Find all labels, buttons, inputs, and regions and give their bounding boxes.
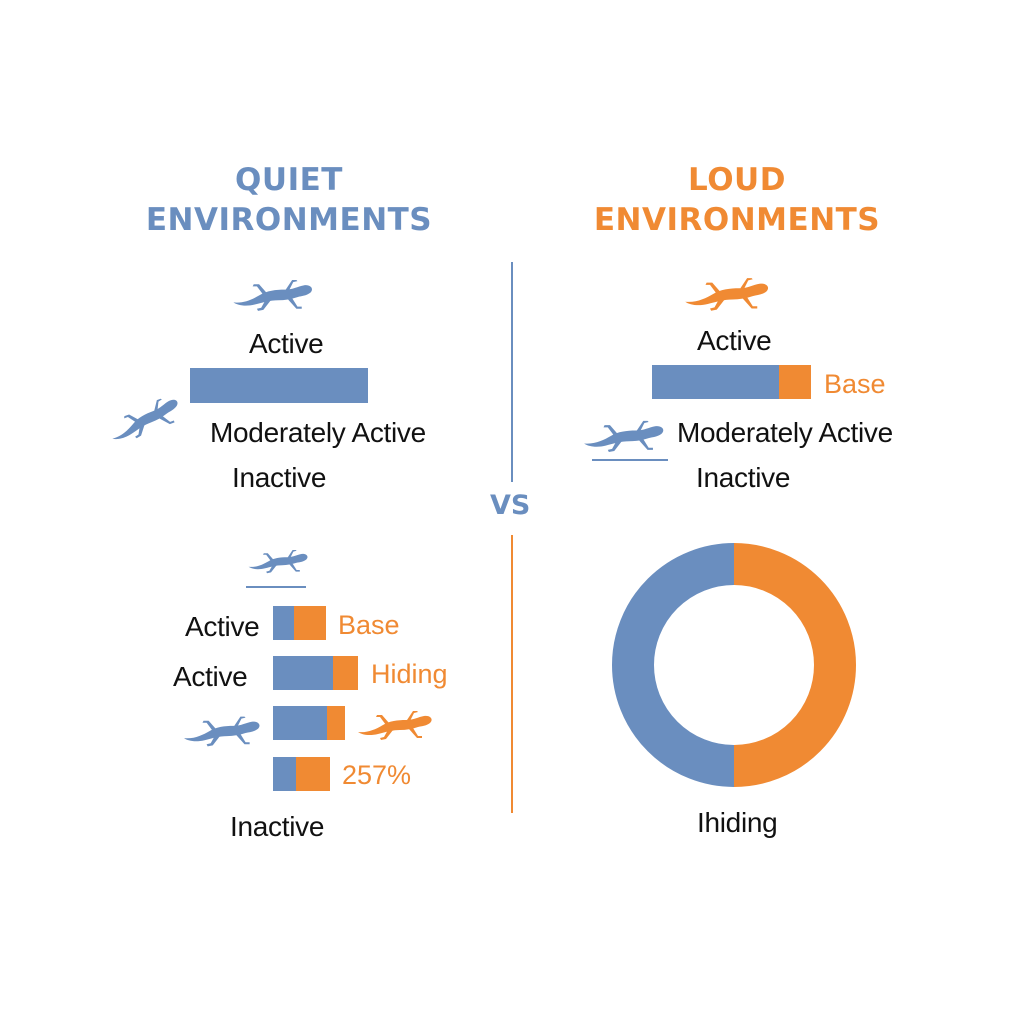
donut-slice [733, 543, 856, 787]
bar-segment [295, 757, 330, 791]
quiet-bar-3 [273, 706, 345, 740]
quiet-active-label-1: Active [185, 611, 260, 642]
quiet-top-bar [190, 368, 368, 403]
quiet-title: QUIET ENVIRONMENTS [139, 160, 439, 240]
quiet-bar-1-annotation: Base [338, 610, 400, 640]
quiet-bar-2-annotation: Hiding [371, 659, 448, 689]
bar-segment [652, 365, 780, 399]
divider-bottom [511, 535, 513, 813]
quiet-inactive-label-2: Inactive [230, 811, 325, 842]
bar-segment [779, 365, 811, 399]
gecko-icon [184, 716, 260, 747]
loud-title-line-1: LOUD [688, 162, 786, 198]
gecko-icon [358, 711, 432, 740]
bar-segment [327, 706, 345, 740]
gecko-icon [685, 278, 769, 311]
loud-inactive-label: Inactive [696, 462, 791, 493]
bar-segment [294, 606, 326, 640]
bar-segment [190, 368, 368, 403]
vs-label: VS [490, 490, 531, 521]
quiet-active-label-2: Active [173, 661, 248, 692]
donut-slice [612, 543, 735, 787]
loud-top-bar [652, 365, 811, 399]
gecko-icon [233, 280, 312, 311]
loud-moderately-active-label: Moderately Active [677, 417, 893, 448]
loud-donut-chart [612, 543, 856, 787]
gecko-icon [248, 550, 308, 574]
quiet-bar-1 [273, 606, 326, 640]
quiet-active-label: Active [249, 328, 324, 359]
loud-gecko-ground [592, 459, 668, 461]
quiet-title-line-1: QUIET [235, 162, 343, 198]
gecko-icon [584, 420, 664, 453]
quiet-title-line-2: ENVIRONMENTS [145, 202, 433, 238]
bar-segment [332, 656, 358, 690]
loud-base-label: Base [824, 369, 886, 399]
bar-segment [273, 606, 295, 640]
quiet-bar-4-annotation: 257% [342, 760, 412, 790]
divider-top [511, 262, 513, 482]
quiet-moderately-active-label: Moderately Active [210, 417, 426, 448]
quiet-bar-2 [273, 656, 358, 690]
quiet-gecko-ground [246, 586, 306, 588]
quiet-inactive-label: Inactive [232, 462, 327, 493]
loud-title: LOUD ENVIRONMENTS [587, 160, 887, 240]
bar-segment [273, 757, 296, 791]
loud-active-label: Active [697, 325, 772, 356]
bar-segment [273, 706, 327, 740]
loud-title-line-2: ENVIRONMENTS [593, 202, 881, 238]
loud-donut-label: Ihiding [697, 807, 778, 838]
quiet-bar-4 [273, 757, 330, 791]
gecko-icon [105, 393, 185, 447]
bar-segment [273, 656, 333, 690]
